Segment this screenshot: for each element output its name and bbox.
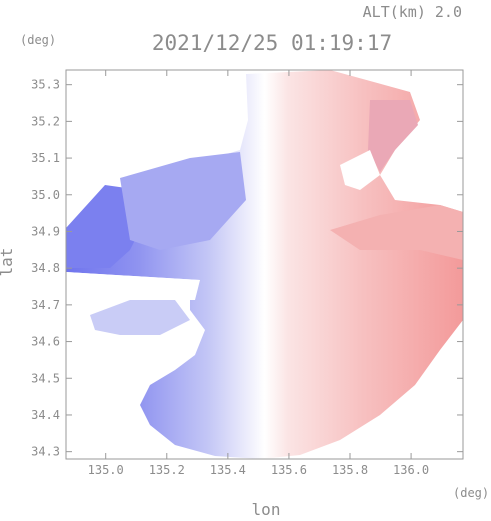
x-axis: 135.0 135.2 135.4 135.6 135.8 136.0 bbox=[88, 70, 429, 477]
northwest-echo bbox=[120, 152, 246, 250]
y-unit-label: (deg) bbox=[20, 33, 56, 47]
velocity-field bbox=[66, 70, 463, 459]
y-tick-label: 34.4 bbox=[31, 408, 60, 422]
y-tick-label: 35.1 bbox=[31, 151, 60, 165]
altitude-label: ALT(km) 2.0 bbox=[363, 3, 462, 21]
y-tick-label: 34.6 bbox=[31, 335, 60, 349]
inner-echo-gap bbox=[340, 150, 380, 190]
chart-title: 2021/12/25 01:19:17 bbox=[152, 31, 392, 55]
y-tick-label: 34.3 bbox=[31, 445, 60, 459]
north-shear-echo bbox=[368, 100, 418, 172]
y-tick-label: 34.7 bbox=[31, 298, 60, 312]
y-tick-label: 35.3 bbox=[31, 78, 60, 92]
y-tick-label: 34.5 bbox=[31, 371, 60, 385]
x-tick-label: 136.0 bbox=[393, 463, 429, 477]
x-tick-label: 135.4 bbox=[210, 463, 246, 477]
east-receding-echo bbox=[330, 205, 463, 260]
x-tick-label: 135.0 bbox=[88, 463, 124, 477]
y-axis: 34.3 34.4 34.5 34.6 34.7 34.8 34.9 35.0 35.1 35.2… bbox=[31, 78, 463, 459]
x-tick-label: 135.8 bbox=[332, 463, 368, 477]
y-tick-label: 35.0 bbox=[31, 188, 60, 202]
x-axis-label: lon bbox=[252, 500, 281, 519]
y-tick-label: 35.2 bbox=[31, 114, 60, 128]
x-unit-label: (deg) bbox=[453, 486, 489, 500]
y-axis-label: lat bbox=[0, 248, 16, 277]
x-tick-label: 135.2 bbox=[149, 463, 185, 477]
y-tick-label: 34.9 bbox=[31, 224, 60, 238]
southwest-echo bbox=[90, 300, 190, 335]
x-tick-label: 135.6 bbox=[271, 463, 307, 477]
echo-gap bbox=[66, 272, 200, 300]
y-tick-label: 34.8 bbox=[31, 261, 60, 275]
plot-frame bbox=[65, 69, 464, 460]
